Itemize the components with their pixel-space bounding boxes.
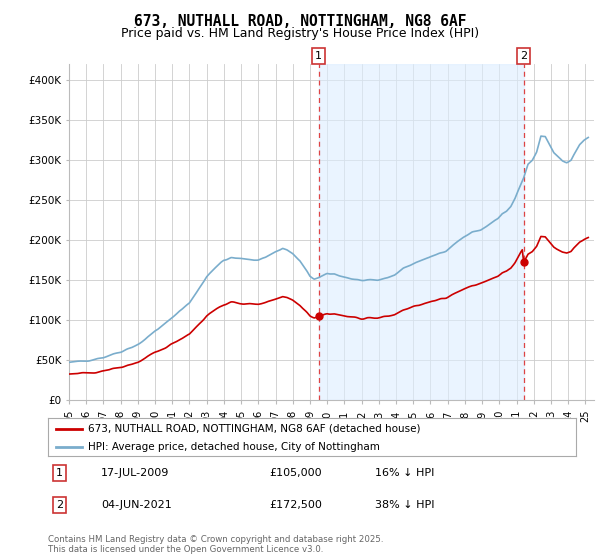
Text: 04-JUN-2021: 04-JUN-2021 [101, 500, 172, 510]
Text: 17-JUL-2009: 17-JUL-2009 [101, 468, 169, 478]
Text: 1: 1 [315, 51, 322, 61]
Text: 2: 2 [520, 51, 527, 61]
Text: £172,500: £172,500 [270, 500, 323, 510]
Text: 673, NUTHALL ROAD, NOTTINGHAM, NG8 6AF: 673, NUTHALL ROAD, NOTTINGHAM, NG8 6AF [134, 14, 466, 29]
Text: HPI: Average price, detached house, City of Nottingham: HPI: Average price, detached house, City… [88, 442, 379, 452]
Text: 2: 2 [56, 500, 63, 510]
Text: £105,000: £105,000 [270, 468, 322, 478]
Text: Price paid vs. HM Land Registry's House Price Index (HPI): Price paid vs. HM Land Registry's House … [121, 27, 479, 40]
Text: 1: 1 [56, 468, 63, 478]
Text: Contains HM Land Registry data © Crown copyright and database right 2025.
This d: Contains HM Land Registry data © Crown c… [48, 535, 383, 554]
Text: 673, NUTHALL ROAD, NOTTINGHAM, NG8 6AF (detached house): 673, NUTHALL ROAD, NOTTINGHAM, NG8 6AF (… [88, 423, 420, 433]
Bar [319, 64, 524, 400]
Text: 16% ↓ HPI: 16% ↓ HPI [376, 468, 435, 478]
Text: 38% ↓ HPI: 38% ↓ HPI [376, 500, 435, 510]
